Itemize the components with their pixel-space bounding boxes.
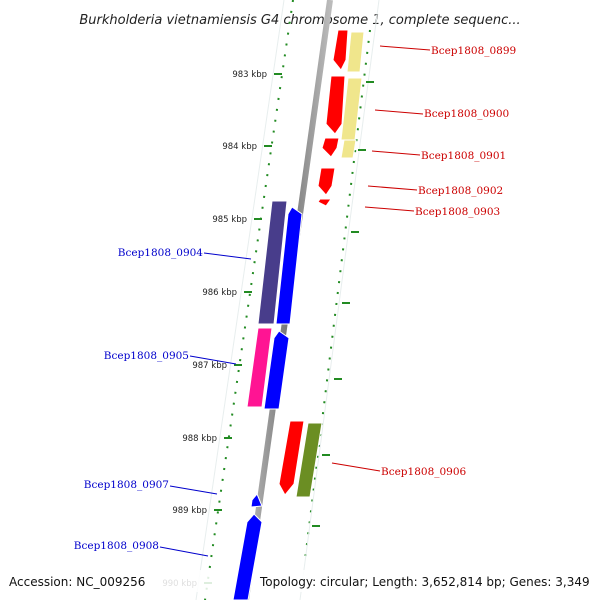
leader-line-0903 <box>364 206 415 212</box>
kbp-tick-label: 984 kbp <box>222 142 257 152</box>
topology-text: Topology: circular; Length: 3,652,814 bp… <box>259 575 590 589</box>
topology-backdrop <box>256 570 596 592</box>
map-title: Burkholderia vietnamiensis G4 chromosome… <box>79 13 520 28</box>
leader-line-0905 <box>189 355 237 365</box>
gene-label-0905[interactable]: Bcep1808_0905 <box>104 350 189 362</box>
gene-0903-red-arrow[interactable] <box>317 198 332 207</box>
right-outer-dotted-line <box>304 29 371 561</box>
gene-0902-red-arrow[interactable] <box>317 167 336 196</box>
gene-label-0908[interactable]: Bcep1808_0908 <box>74 540 159 552</box>
kbp-tick-label: 986 kbp <box>202 288 237 298</box>
gene-0900-red-arrow[interactable] <box>325 75 346 135</box>
accession-text: Accession: NC_009256 <box>9 575 145 589</box>
leader-line-0907 <box>169 485 218 495</box>
gene-label-0899[interactable]: Bcep1808_0899 <box>431 45 516 57</box>
kbp-tick-label: 985 kbp <box>212 215 247 225</box>
gene-0906-olive-block[interactable] <box>295 422 323 498</box>
gene-label-0901[interactable]: Bcep1808_0901 <box>421 150 506 162</box>
gene-0907-blue-arrow[interactable] <box>250 493 263 508</box>
gene-label-0902[interactable]: Bcep1808_0902 <box>418 185 503 197</box>
kbp-tick-label: 983 kbp <box>232 70 267 80</box>
gene-0906-red-arrow[interactable] <box>278 420 305 496</box>
kbp-tick-label: 988 kbp <box>182 434 217 444</box>
gene-0899-yellow-block[interactable] <box>346 31 365 73</box>
gene-0904-slate-block[interactable] <box>257 200 288 325</box>
gene-label-0907[interactable]: Bcep1808_0907 <box>84 479 169 491</box>
gene-0904-blue-arrow[interactable] <box>275 206 303 325</box>
kbp-tick-label: 987 kbp <box>192 361 227 371</box>
gene-0905-magenta-block[interactable] <box>246 327 273 408</box>
gene-0905-blue-arrow[interactable] <box>263 330 290 410</box>
gene-label-0903[interactable]: Bcep1808_0903 <box>415 206 500 218</box>
right-track-edge <box>299 0 380 600</box>
gene-0899-red-arrow[interactable] <box>332 29 349 71</box>
gene-0908-blue-arrow[interactable] <box>232 513 263 600</box>
gene-0901-red-arrow[interactable] <box>321 137 340 158</box>
gene-label-0900[interactable]: Bcep1808_0900 <box>424 108 509 120</box>
gene-0901-yellow-block[interactable] <box>340 139 357 159</box>
accession-backdrop <box>0 570 215 592</box>
gene-label-0904[interactable]: Bcep1808_0904 <box>118 247 204 259</box>
kbp-tick-label: 989 kbp <box>172 506 207 516</box>
leader-line-0906 <box>331 462 381 472</box>
leader-line-0901 <box>371 150 421 156</box>
leader-line-0908 <box>159 546 209 557</box>
leader-line-0899 <box>379 45 431 51</box>
gene-label-0906[interactable]: Bcep1808_0906 <box>381 466 467 478</box>
leader-line-0900 <box>374 109 424 115</box>
left-track-edge <box>195 0 285 600</box>
leader-line-0904 <box>203 252 252 260</box>
leader-line-0902 <box>367 185 418 191</box>
